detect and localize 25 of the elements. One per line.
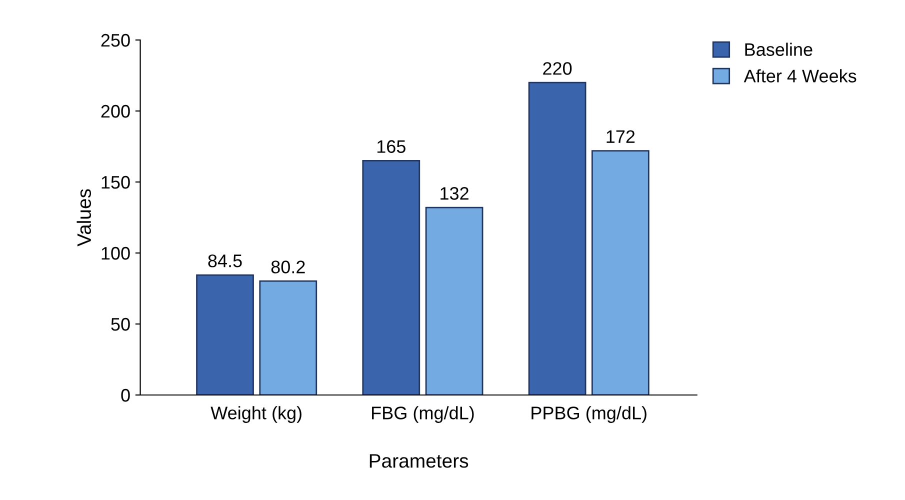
x-axis-title: Parameters: [370, 454, 468, 468]
bar: [362, 160, 420, 395]
data-label: 132: [440, 187, 468, 200]
legend-label: Baseline: [745, 42, 812, 56]
y-tick-label: 0: [121, 388, 130, 402]
data-label: 172: [606, 130, 635, 143]
bar: [528, 82, 586, 395]
y-axis-title: Values: [76, 189, 92, 246]
x-tick-label: Weight (kg): [210, 406, 302, 423]
bar: [425, 206, 484, 395]
data-label: 165: [377, 140, 406, 153]
y-tick-label: 100: [102, 246, 130, 260]
data-label: 80.2: [271, 260, 305, 274]
x-tick-label: FBG (mg/dL): [372, 406, 474, 423]
data-label: 220: [543, 62, 572, 75]
y-tick-label: 200: [101, 104, 130, 118]
data-label: 84.5: [208, 254, 242, 268]
bar: [259, 280, 318, 395]
legend-label: After 4 Weeks: [744, 69, 856, 82]
bar: [591, 150, 650, 395]
y-tick-label: 50: [111, 318, 130, 331]
y-tick-label: 250: [101, 34, 130, 47]
y-tick-label: 150: [102, 176, 130, 189]
bar: [196, 274, 254, 395]
x-tick-label: PPBG (mg/dL): [532, 406, 646, 423]
